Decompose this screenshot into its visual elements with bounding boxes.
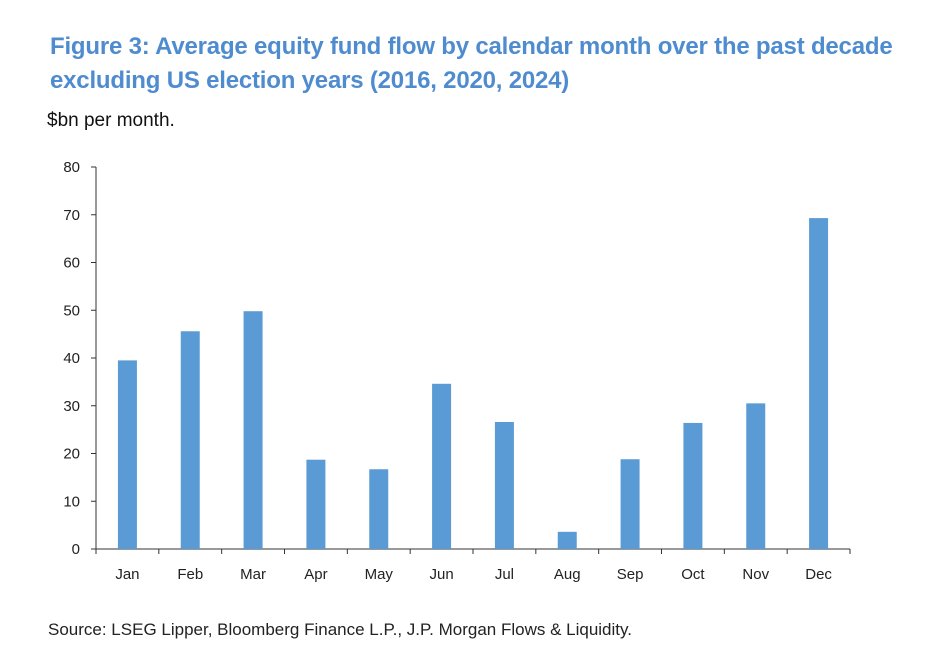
y-tick-label: 30 (63, 398, 80, 415)
x-tick-label-jan: Jan (115, 566, 139, 583)
bar-nov (746, 403, 766, 549)
x-tick-label-jul: Jul (495, 566, 514, 583)
bar-jun (432, 383, 452, 549)
y-tick-label: 70 (63, 207, 80, 224)
x-tick-label-dec: Dec (805, 566, 832, 583)
x-tick-label-aug: Aug (554, 566, 581, 583)
x-tick-label-oct: Oct (681, 566, 705, 583)
bar-sep (620, 459, 640, 549)
x-axis: Jan Feb Mar Apr May Jun Jul Aug Sep Oct Nov Dec (95, 548, 851, 583)
x-tick-label-mar: Mar (240, 566, 266, 583)
bar-feb (180, 331, 200, 549)
x-tick-label-apr: Apr (304, 566, 327, 583)
bar-jul (494, 421, 514, 549)
y-tick-label: 20 (63, 446, 80, 463)
y-tick-label: 40 (63, 350, 80, 367)
bars (117, 218, 829, 549)
source-note: Source: LSEG Lipper, Bloomberg Finance L… (48, 620, 632, 639)
y-tick-label: 50 (63, 302, 80, 319)
y-axis: 0 10 20 30 40 50 60 70 80 (63, 159, 97, 558)
x-tick-label-jun: Jun (429, 566, 453, 583)
x-tick-label-nov: Nov (742, 566, 769, 583)
bar-chart: 0 10 20 30 40 50 60 70 80 Jan Feb Mar Apr May Jun Jul A… (63, 159, 851, 583)
bar-apr (306, 459, 326, 549)
bar-aug (557, 531, 577, 549)
bar-jan (117, 360, 137, 549)
unit-label: $bn per month. (47, 110, 175, 131)
x-tick-label-may: May (365, 566, 394, 583)
bar-dec (809, 218, 829, 549)
bar-may (369, 469, 389, 549)
y-tick-label: 0 (72, 541, 80, 558)
bar-oct (683, 422, 703, 549)
bar-mar (243, 311, 263, 549)
y-tick-label: 60 (63, 255, 80, 272)
y-tick-label: 10 (63, 493, 80, 510)
y-tick-label: 80 (63, 159, 80, 176)
x-tick-label-sep: Sep (617, 566, 644, 583)
chart-title: Figure 3: Average equity fund flow by ca… (50, 33, 893, 94)
x-tick-label-feb: Feb (177, 566, 203, 583)
